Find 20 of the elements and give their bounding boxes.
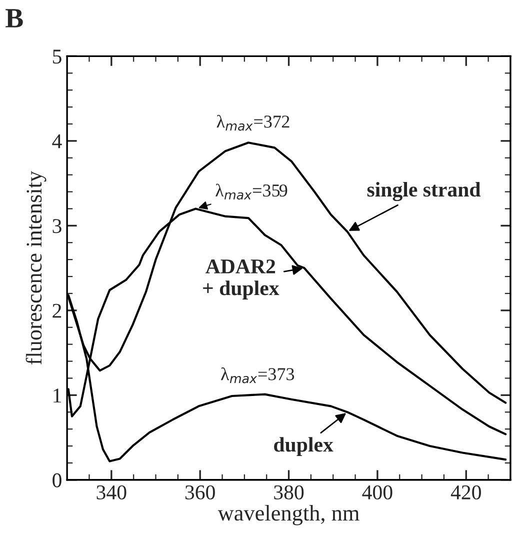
y-axis-title: fluorescence intensity bbox=[26, 170, 46, 365]
y-tick-label: 0 bbox=[52, 473, 62, 488]
series-label: duplex bbox=[274, 437, 334, 456]
y-tick-label: 2 bbox=[52, 304, 62, 318]
chart-title: B bbox=[6, 9, 23, 28]
annotation: λ$_{max}$=372 bbox=[216, 114, 290, 131]
y-tick-label: 1 bbox=[54, 388, 61, 402]
y-tick-label: 3 bbox=[52, 219, 62, 234]
x-tick-label: 360 bbox=[185, 485, 215, 500]
x-tick-label: 400 bbox=[362, 485, 392, 500]
y-tick-label: 4 bbox=[52, 134, 62, 148]
y-tick-label: 5 bbox=[53, 50, 62, 64]
legend-label: ADAR2 + duplex bbox=[203, 259, 280, 300]
annotation: λ$_{max}$=373 bbox=[221, 367, 294, 384]
x-tick-label: 420 bbox=[450, 485, 481, 500]
x-axis-title: wavelength, nm bbox=[218, 505, 360, 526]
series-label: single strand bbox=[367, 182, 481, 202]
x-tick-label: 340 bbox=[96, 485, 126, 500]
x-tick-label: 380 bbox=[274, 485, 304, 500]
annotation: λ$_{max}$=359 bbox=[216, 184, 288, 200]
